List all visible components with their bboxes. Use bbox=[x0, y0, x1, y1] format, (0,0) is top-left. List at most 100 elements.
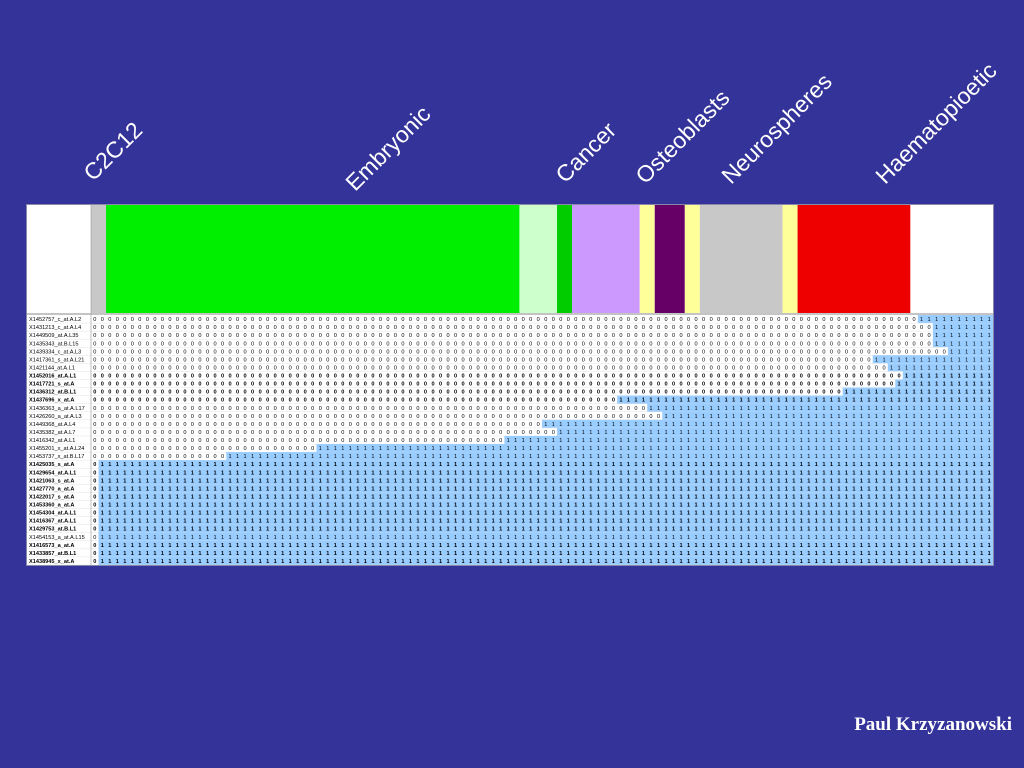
matrix-cell: 1 bbox=[334, 503, 337, 509]
matrix-cell: 1 bbox=[619, 535, 622, 541]
matrix-cell: 0 bbox=[664, 357, 667, 363]
matrix-cell: 1 bbox=[153, 494, 156, 500]
matrix-cell: 1 bbox=[281, 503, 284, 509]
matrix-cell: 1 bbox=[815, 535, 818, 541]
matrix-cell: 0 bbox=[394, 414, 397, 420]
matrix-cell: 0 bbox=[695, 341, 698, 347]
matrix-cell: 1 bbox=[762, 398, 765, 404]
matrix-cell: 1 bbox=[815, 494, 818, 500]
matrix-cell: 1 bbox=[928, 519, 931, 525]
matrix-cell: 1 bbox=[890, 511, 893, 517]
matrix-cell: 1 bbox=[161, 527, 164, 533]
matrix-cell: 1 bbox=[958, 446, 961, 452]
matrix-cell: 1 bbox=[386, 527, 389, 533]
matrix-cell: 1 bbox=[943, 365, 946, 371]
matrix-cell: 1 bbox=[597, 519, 600, 525]
matrix-cell: 1 bbox=[905, 535, 908, 541]
matrix-cell: 0 bbox=[845, 357, 848, 363]
matrix-cell: 1 bbox=[958, 422, 961, 428]
matrix-cell: 0 bbox=[176, 454, 179, 460]
matrix-cell: 0 bbox=[905, 349, 908, 355]
matrix-cell: 1 bbox=[507, 470, 510, 476]
matrix-cell: 1 bbox=[755, 559, 758, 565]
matrix-cell: 0 bbox=[168, 317, 171, 323]
matrix-cell: 1 bbox=[649, 543, 652, 549]
matrix-cell: 1 bbox=[973, 454, 976, 460]
matrix-cell: 1 bbox=[274, 519, 277, 525]
matrix-cell: 1 bbox=[800, 527, 803, 533]
matrix-cell: 1 bbox=[168, 535, 171, 541]
matrix-cell: 1 bbox=[867, 478, 870, 484]
matrix-cell: 1 bbox=[980, 446, 983, 452]
matrix-cell: 0 bbox=[146, 365, 149, 371]
matrix-cell: 1 bbox=[221, 462, 224, 468]
matrix-cell: 1 bbox=[101, 478, 104, 484]
matrix-cell: 0 bbox=[251, 446, 254, 452]
matrix-cell: 0 bbox=[251, 349, 254, 355]
matrix-cell: 1 bbox=[416, 527, 419, 533]
matrix-cell: 1 bbox=[582, 478, 585, 484]
matrix-cell: 0 bbox=[341, 325, 344, 331]
matrix-cell: 0 bbox=[785, 317, 788, 323]
matrix-cell: 1 bbox=[311, 519, 314, 525]
matrix-cell: 0 bbox=[394, 422, 397, 428]
matrix-cell: 0 bbox=[228, 438, 231, 444]
matrix-cell: 1 bbox=[973, 543, 976, 549]
matrix-cell: 1 bbox=[477, 519, 480, 525]
matrix-cell: 1 bbox=[356, 527, 359, 533]
matrix-cell: 1 bbox=[664, 486, 667, 492]
matrix-cell: 0 bbox=[371, 333, 374, 339]
matrix-cell: 1 bbox=[935, 503, 938, 509]
matrix-cell: 1 bbox=[589, 438, 592, 444]
matrix-cell: 1 bbox=[935, 494, 938, 500]
matrix-cell: 1 bbox=[439, 559, 442, 565]
matrix-cell: 1 bbox=[710, 446, 713, 452]
matrix-cell: 0 bbox=[416, 430, 419, 436]
matrix-cell: 1 bbox=[416, 543, 419, 549]
matrix-cell: 1 bbox=[544, 519, 547, 525]
matrix-cell: 1 bbox=[529, 535, 532, 541]
matrix-cell: 0 bbox=[710, 382, 713, 388]
matrix-cell: 1 bbox=[274, 494, 277, 500]
matrix-cell: 0 bbox=[589, 398, 592, 404]
matrix-cell: 0 bbox=[687, 390, 690, 396]
matrix-cell: 1 bbox=[289, 486, 292, 492]
matrix-cell: 0 bbox=[93, 454, 96, 460]
matrix-cell: 1 bbox=[619, 543, 622, 549]
matrix-cell: 1 bbox=[717, 503, 720, 509]
matrix-cell: 1 bbox=[822, 478, 825, 484]
matrix-cell: 0 bbox=[401, 349, 404, 355]
matrix-cell: 0 bbox=[687, 325, 690, 331]
matrix-cell: 0 bbox=[334, 349, 337, 355]
matrix-cell: 1 bbox=[762, 486, 765, 492]
matrix-cell: 1 bbox=[770, 430, 773, 436]
matrix-cell: 0 bbox=[131, 333, 134, 339]
matrix-cell: 0 bbox=[101, 357, 104, 363]
matrix-cell: 0 bbox=[341, 430, 344, 436]
matrix-cell: 1 bbox=[499, 462, 502, 468]
matrix-cell: 0 bbox=[785, 325, 788, 331]
matrix-cell: 1 bbox=[401, 454, 404, 460]
matrix-cell: 1 bbox=[807, 398, 810, 404]
matrix-cell: 1 bbox=[462, 486, 465, 492]
matrix-cell: 1 bbox=[867, 470, 870, 476]
matrix-cell: 1 bbox=[236, 551, 239, 557]
matrix-cell: 0 bbox=[619, 374, 622, 380]
matrix-cell: 0 bbox=[679, 357, 682, 363]
matrix-cell: 1 bbox=[507, 527, 510, 533]
matrix-cell: 1 bbox=[281, 511, 284, 517]
matrix-cell: 1 bbox=[920, 494, 923, 500]
matrix-cell: 1 bbox=[875, 454, 878, 460]
matrix-cell: 1 bbox=[822, 519, 825, 525]
matrix-cell: 1 bbox=[875, 390, 878, 396]
matrix-cell: 1 bbox=[717, 438, 720, 444]
matrix-cell: 1 bbox=[973, 470, 976, 476]
matrix-cell: 1 bbox=[131, 478, 134, 484]
matrix-cell: 1 bbox=[612, 454, 615, 460]
matrix-cell: 1 bbox=[544, 503, 547, 509]
matrix-cell: 0 bbox=[108, 365, 111, 371]
matrix-cell: 0 bbox=[875, 365, 878, 371]
matrix-cell: 1 bbox=[424, 511, 427, 517]
matrix-cell: 1 bbox=[980, 511, 983, 517]
matrix-cell: 1 bbox=[507, 462, 510, 468]
